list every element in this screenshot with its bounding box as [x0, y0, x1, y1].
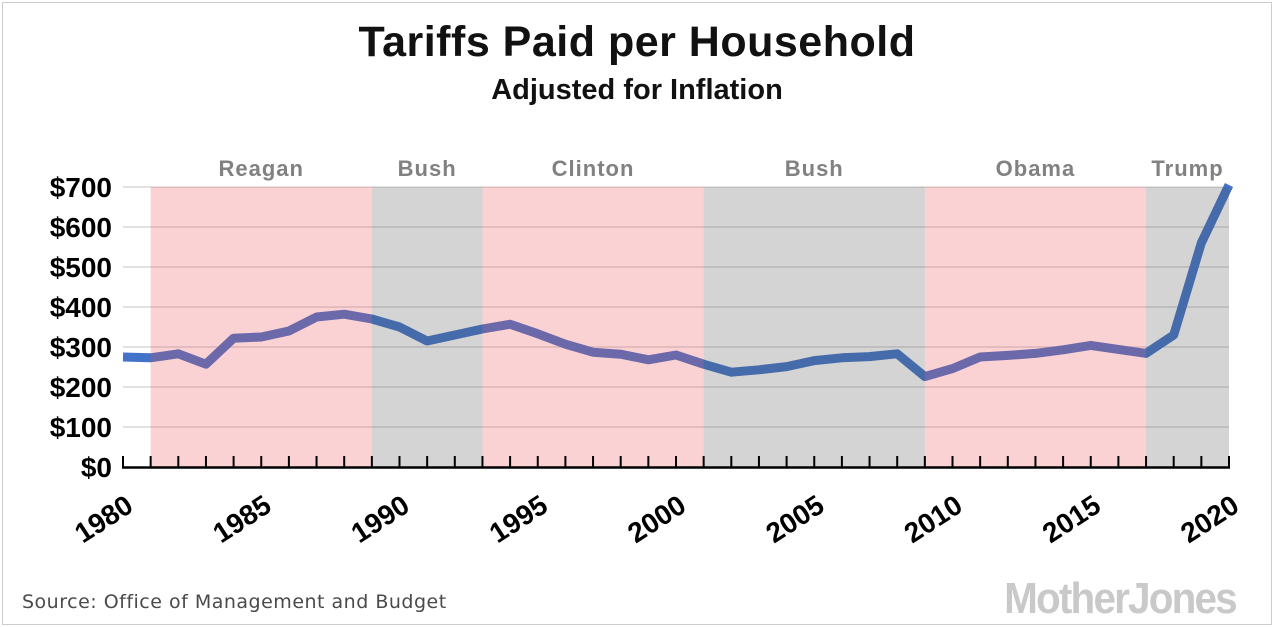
- y-tick-label-600: $600: [50, 212, 112, 243]
- x-tick-label-2010: 2010: [899, 489, 968, 549]
- x-tick-label-2000: 2000: [622, 489, 691, 549]
- president-label-bush: Bush: [785, 156, 844, 181]
- president-label-trump: Trump: [1151, 156, 1223, 181]
- source-credit: Source: Office of Management and Budget: [22, 591, 447, 613]
- x-tick-label-1995: 1995: [484, 489, 553, 549]
- y-tick-label-0: $0: [81, 452, 112, 483]
- y-tick-label-700: $700: [50, 172, 112, 203]
- president-band-reagan: [150, 187, 372, 467]
- x-tick-label-2020: 2020: [1175, 489, 1244, 549]
- chart-subtitle: Adjusted for Inflation: [491, 74, 783, 106]
- president-band-bush: [371, 187, 483, 467]
- x-tick-label-1990: 1990: [346, 489, 415, 549]
- president-band-clinton: [482, 187, 704, 467]
- mother-jones-logo: MotherJones: [1004, 574, 1238, 623]
- president-band-obama: [924, 187, 1147, 467]
- president-label-obama: Obama: [996, 156, 1076, 181]
- x-tick-label-1980: 1980: [69, 489, 138, 549]
- tariff-line-series: [122, 183, 1234, 382]
- president-label-reagan: Reagan: [219, 156, 304, 181]
- president-band-bush: [703, 187, 925, 467]
- y-tick-label-500: $500: [50, 252, 112, 283]
- president-band-trump: [1146, 187, 1229, 467]
- y-tick-label-300: $300: [50, 332, 112, 363]
- y-tick-label-400: $400: [50, 292, 112, 323]
- chart-title: Tariffs Paid per Household: [358, 18, 916, 66]
- x-tick-label-2005: 2005: [760, 489, 829, 549]
- x-tick-label-1985: 1985: [207, 489, 276, 549]
- x-tick-label-2015: 2015: [1037, 489, 1106, 549]
- president-label-bush: Bush: [398, 156, 457, 181]
- y-tick-label-100: $100: [50, 412, 112, 443]
- y-tick-label-200: $200: [50, 372, 112, 403]
- president-label-clinton: Clinton: [552, 156, 635, 181]
